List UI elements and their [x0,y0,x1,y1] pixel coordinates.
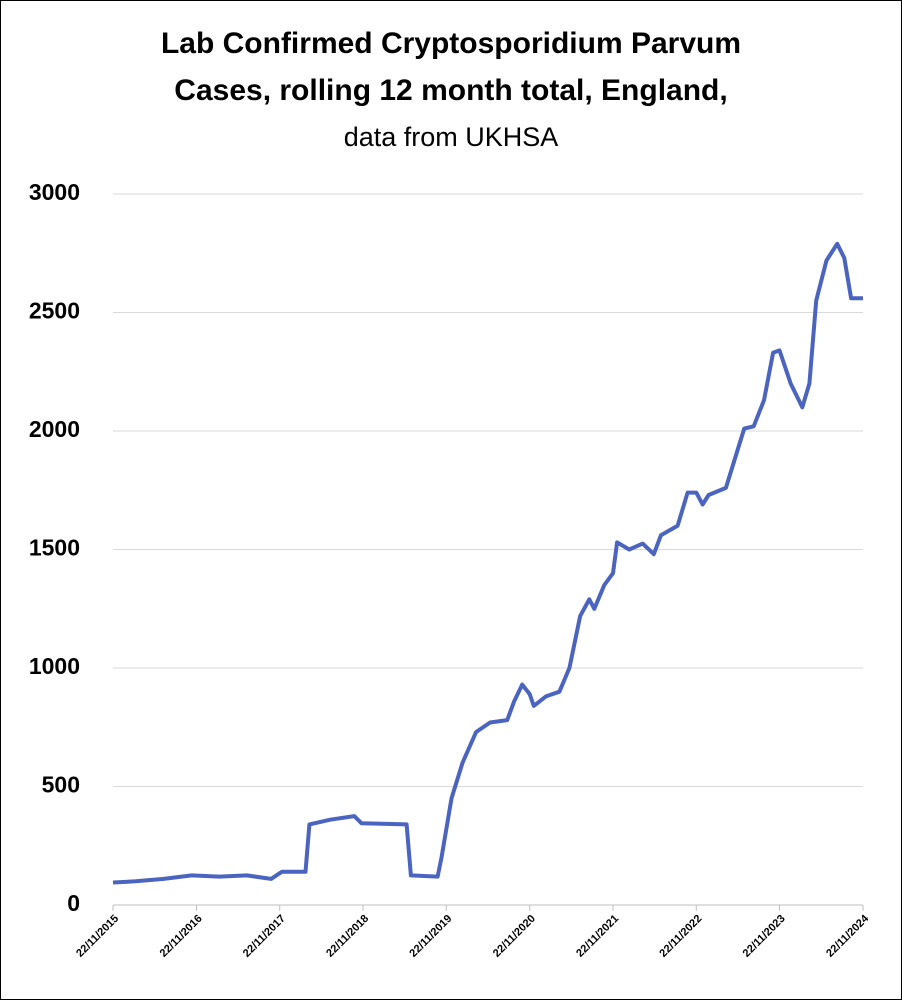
data-line [112,241,863,885]
y-tick-label: 500 [42,772,80,798]
chart-title: Lab Confirmed Cryptosporidium Parvum [161,27,741,60]
y-tick-label: 0 [67,890,80,916]
chart-title: Cases, rolling 12 month total, England, [174,74,727,107]
chart-subtitle: data from UKHSA [344,122,559,152]
y-tick-label: 2000 [29,416,80,442]
y-tick-label: 1000 [29,653,80,679]
y-tick-label: 2500 [29,298,80,324]
y-tick-label: 3000 [29,179,80,205]
y-tick-label: 1500 [29,535,80,561]
